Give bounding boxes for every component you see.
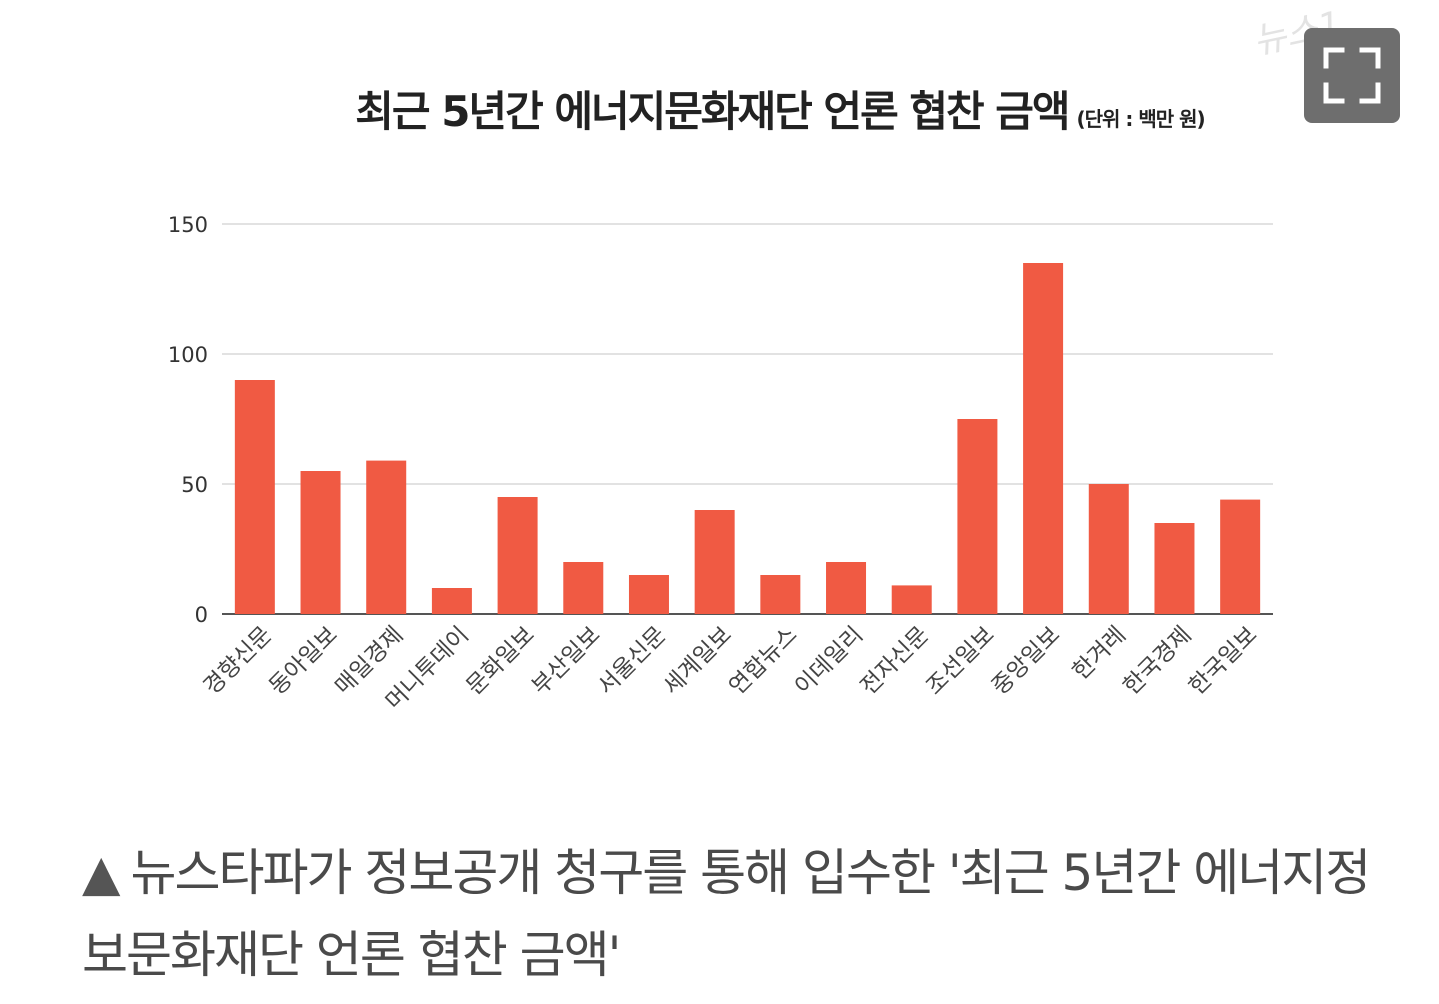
y-tick-label: 150 xyxy=(168,213,208,237)
x-tick-label: 이데일리 xyxy=(790,622,868,700)
x-tick-label: 전자신문 xyxy=(856,622,934,700)
x-tick-label: 부산일보 xyxy=(527,622,605,700)
y-tick-label: 0 xyxy=(195,603,208,627)
bar xyxy=(694,510,735,614)
bar xyxy=(497,497,538,614)
bar xyxy=(1154,523,1195,614)
x-tick-label: 경향신문 xyxy=(199,622,277,700)
bar xyxy=(366,460,407,614)
bar xyxy=(563,562,604,614)
bar xyxy=(1220,499,1261,614)
expand-button[interactable] xyxy=(1304,28,1400,123)
bar xyxy=(957,419,998,614)
x-tick-label: 조선일보 xyxy=(921,622,999,700)
bar xyxy=(891,585,932,614)
x-tick-label: 세계일보 xyxy=(659,622,737,700)
caption-text: 뉴스타파가 정보공개 청구를 통해 입수한 '최근 5년간 에너지정보문화재단 … xyxy=(82,844,1371,984)
bar-chart: 050100150경향신문동아일보매일경제머니투데이문화일보부산일보서울신문세계… xyxy=(168,213,1273,715)
bar xyxy=(431,588,472,614)
image-caption: ▲ 뉴스타파가 정보공개 청구를 통해 입수한 '최근 5년간 에너지정보문화재단… xyxy=(82,832,1382,996)
x-tick-label: 한겨레 xyxy=(1068,622,1131,685)
y-tick-label: 50 xyxy=(181,473,208,497)
x-tick-label: 한국일보 xyxy=(1184,622,1262,700)
bar xyxy=(300,471,341,614)
bar xyxy=(234,380,275,614)
unit-note: (단위 : 백만 원) xyxy=(1076,107,1206,131)
y-tick-label: 100 xyxy=(168,343,208,367)
chart-title-text: 최근 5년간 에너지문화재단 언론 협찬 금액 xyxy=(355,87,1070,136)
x-tick-label: 한국경제 xyxy=(1118,622,1196,700)
bar xyxy=(826,562,867,614)
x-tick-label: 문화일보 xyxy=(462,622,540,700)
bar xyxy=(1023,263,1064,614)
x-tick-label: 연합뉴스 xyxy=(724,622,802,700)
bar xyxy=(1088,484,1129,614)
bar xyxy=(760,575,801,614)
x-tick-label: 중앙일보 xyxy=(987,622,1065,700)
expand-icon xyxy=(1323,47,1381,104)
caption-triangle: ▲ xyxy=(82,844,120,902)
x-tick-label: 서울신문 xyxy=(593,622,671,700)
bar xyxy=(628,575,669,614)
x-tick-label: 동아일보 xyxy=(265,622,343,700)
chart-title: 최근 5년간 에너지문화재단 언론 협찬 금액 (단위 : 백만 원) xyxy=(0,78,1439,139)
